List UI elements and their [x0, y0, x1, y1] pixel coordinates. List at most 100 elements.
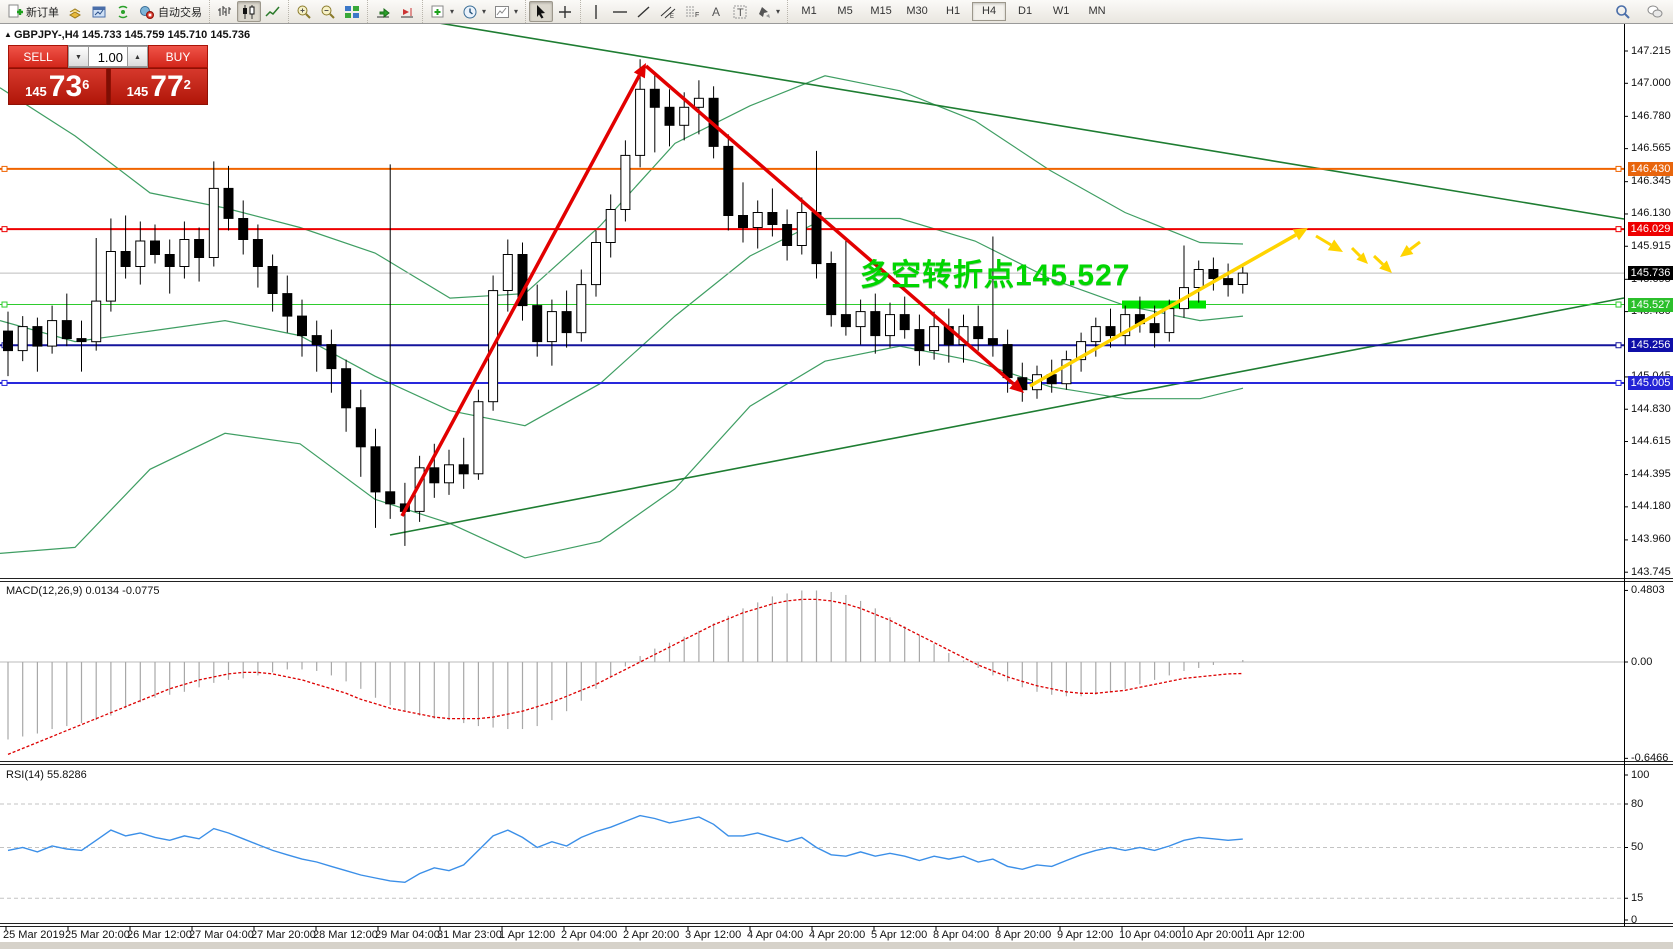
main-toolbar: 新订单 自动交易 ▾ ▾ ▾ E F A T ▾ M1 M5 M15 M30 H1 H4 D1 W1 MN	[0, 0, 1673, 24]
time-tick-label: 2 Apr 04:00	[561, 929, 618, 941]
svg-text:F: F	[695, 12, 699, 19]
timeframe-group: M1 M5 M15 M30 H1 H4 D1 W1 MN	[787, 0, 1118, 23]
svg-text:T: T	[737, 7, 744, 19]
time-tick-label: 27 Mar 20:00	[251, 929, 316, 941]
price-tick-label: 145.915	[1631, 239, 1671, 252]
sell-price[interactable]: 145 73 6	[8, 68, 107, 105]
rsi-tick-label: 100	[1631, 768, 1650, 781]
crosshair-tool[interactable]	[553, 1, 577, 22]
time-tick-label: 3 Apr 12:00	[685, 929, 742, 941]
timeframe-mn[interactable]: MN	[1088, 5, 1106, 17]
autotrading-button[interactable]: 自动交易	[135, 1, 206, 22]
time-tick-label: 11 Apr 12:00	[1243, 929, 1305, 941]
toolbar-group	[367, 0, 422, 23]
price-line-badge: 146.029	[1628, 222, 1673, 237]
rsi-tick-label: 80	[1631, 797, 1644, 810]
timeframe-m15[interactable]: M15	[870, 5, 892, 17]
toolbar-button-label: 自动交易	[158, 6, 202, 19]
price-line-badge: 145.736	[1628, 266, 1673, 281]
search-icon[interactable]	[1611, 1, 1635, 22]
fibonacci-tool[interactable]: F	[680, 1, 704, 22]
time-tick-label: 9 Apr 12:00	[1057, 929, 1114, 941]
sell-button[interactable]: SELL	[8, 45, 68, 68]
buy-button[interactable]: BUY	[148, 45, 208, 68]
chat-icon[interactable]	[1643, 1, 1667, 22]
market-depth-button[interactable]	[63, 1, 87, 22]
text-tool[interactable]: A	[704, 1, 728, 22]
price-divider	[106, 68, 110, 105]
toolbar-group: ▾ ▾ ▾	[422, 0, 525, 23]
timeframe-m30[interactable]: M30	[906, 5, 928, 17]
price-tick-label: 144.395	[1631, 468, 1671, 481]
signals-button[interactable]	[111, 1, 135, 22]
toolbar-group: 新订单 自动交易	[0, 0, 209, 23]
timeframe-w1[interactable]: W1	[1052, 5, 1070, 17]
macd-tick-label: 0.00	[1631, 655, 1653, 668]
time-tick-label: 8 Apr 20:00	[995, 929, 1052, 941]
timeframe-m1[interactable]: M1	[801, 5, 817, 17]
dropdown-arrow-icon: ▾	[514, 7, 519, 16]
trendline-tool[interactable]	[632, 1, 656, 22]
time-tick-label: 28 Mar 12:00	[313, 929, 378, 941]
time-tick-label: 25 Mar 2019	[3, 929, 65, 941]
toolbar-group	[209, 0, 288, 23]
time-tick-label: 4 Apr 20:00	[809, 929, 866, 941]
zoom-out-button[interactable]	[316, 1, 340, 22]
price-line-badge: 146.430	[1628, 161, 1673, 176]
arrows-dropdown[interactable]: ▾	[752, 1, 784, 22]
time-tick-label: 26 Mar 12:00	[127, 929, 192, 941]
auto-scroll-button[interactable]	[371, 1, 395, 22]
horizontal-line-tool[interactable]	[608, 1, 632, 22]
price-tick-label: 143.745	[1631, 565, 1671, 578]
timeframe-h4[interactable]: H4	[972, 2, 1007, 21]
one-click-collapse-icon[interactable]: ▲	[4, 30, 12, 39]
price-tick-label: 146.565	[1631, 142, 1671, 155]
price-line-badge: 145.005	[1628, 375, 1673, 390]
dropdown-arrow-icon: ▾	[450, 7, 455, 16]
time-tick-label: 4 Apr 04:00	[747, 929, 804, 941]
text-label-tool[interactable]: T	[728, 1, 752, 22]
periods-dropdown[interactable]: ▾	[458, 1, 490, 22]
toolbar-button-label: 新订单	[26, 6, 59, 19]
time-tick-label: 29 Mar 04:00	[375, 929, 440, 941]
templates-dropdown[interactable]: ▾	[490, 1, 522, 22]
vertical-line-tool[interactable]	[584, 1, 608, 22]
cursor-tool[interactable]	[529, 1, 554, 22]
chart-shift-button[interactable]	[395, 1, 419, 22]
volume-field[interactable]: 1.00	[89, 46, 127, 67]
macd-tick-label: -0.6466	[1631, 751, 1669, 764]
price-tick-label: 146.780	[1631, 109, 1671, 122]
tile-windows-button[interactable]	[340, 1, 364, 22]
rsi-indicator-label: RSI(14) 55.8286	[6, 769, 87, 781]
rsi-tick-label: 0	[1631, 913, 1638, 926]
zoom-in-button[interactable]	[292, 1, 316, 22]
sell-price-pip: 6	[82, 77, 90, 92]
buy-price[interactable]: 145 77 2	[109, 68, 208, 105]
bar-chart-button[interactable]	[213, 1, 237, 22]
timeframe-d1[interactable]: D1	[1018, 5, 1033, 17]
volume-decrease-button[interactable]: ▼	[68, 46, 89, 67]
time-tick-label: 2 Apr 20:00	[623, 929, 680, 941]
macd-indicator-label: MACD(12,26,9) 0.0134 -0.0775	[6, 585, 160, 597]
volume-increase-button[interactable]: ▲	[127, 46, 148, 67]
macd-tick-label: 0.4803	[1631, 583, 1665, 596]
new-order-button[interactable]: 新订单	[3, 1, 63, 22]
time-tick-label: 10 Apr 04:00	[1119, 929, 1182, 941]
toolbar-group	[525, 0, 580, 23]
line-chart-button[interactable]	[261, 1, 285, 22]
timeframe-h1[interactable]: H1	[946, 5, 961, 17]
candlestick-chart-button[interactable]	[237, 1, 261, 22]
buy-price-pip: 2	[183, 77, 191, 92]
sell-price-prefix: 145	[25, 84, 47, 99]
buy-price-prefix: 145	[126, 84, 149, 99]
timeframe-m5[interactable]: M5	[837, 5, 853, 17]
equidistant-channel-tool[interactable]: E	[656, 1, 680, 22]
new-chart-button[interactable]	[87, 1, 111, 22]
svg-text:A: A	[712, 5, 720, 19]
symbol-ohlc-header: GBPJPY-,H4 145.733 145.759 145.710 145.7…	[14, 29, 251, 41]
time-tick-label: 31 Mar 23:00	[437, 929, 502, 941]
trade-note-annotation: 多空转折点145.527	[860, 259, 1131, 292]
indicators-dropdown[interactable]: ▾	[426, 1, 458, 22]
